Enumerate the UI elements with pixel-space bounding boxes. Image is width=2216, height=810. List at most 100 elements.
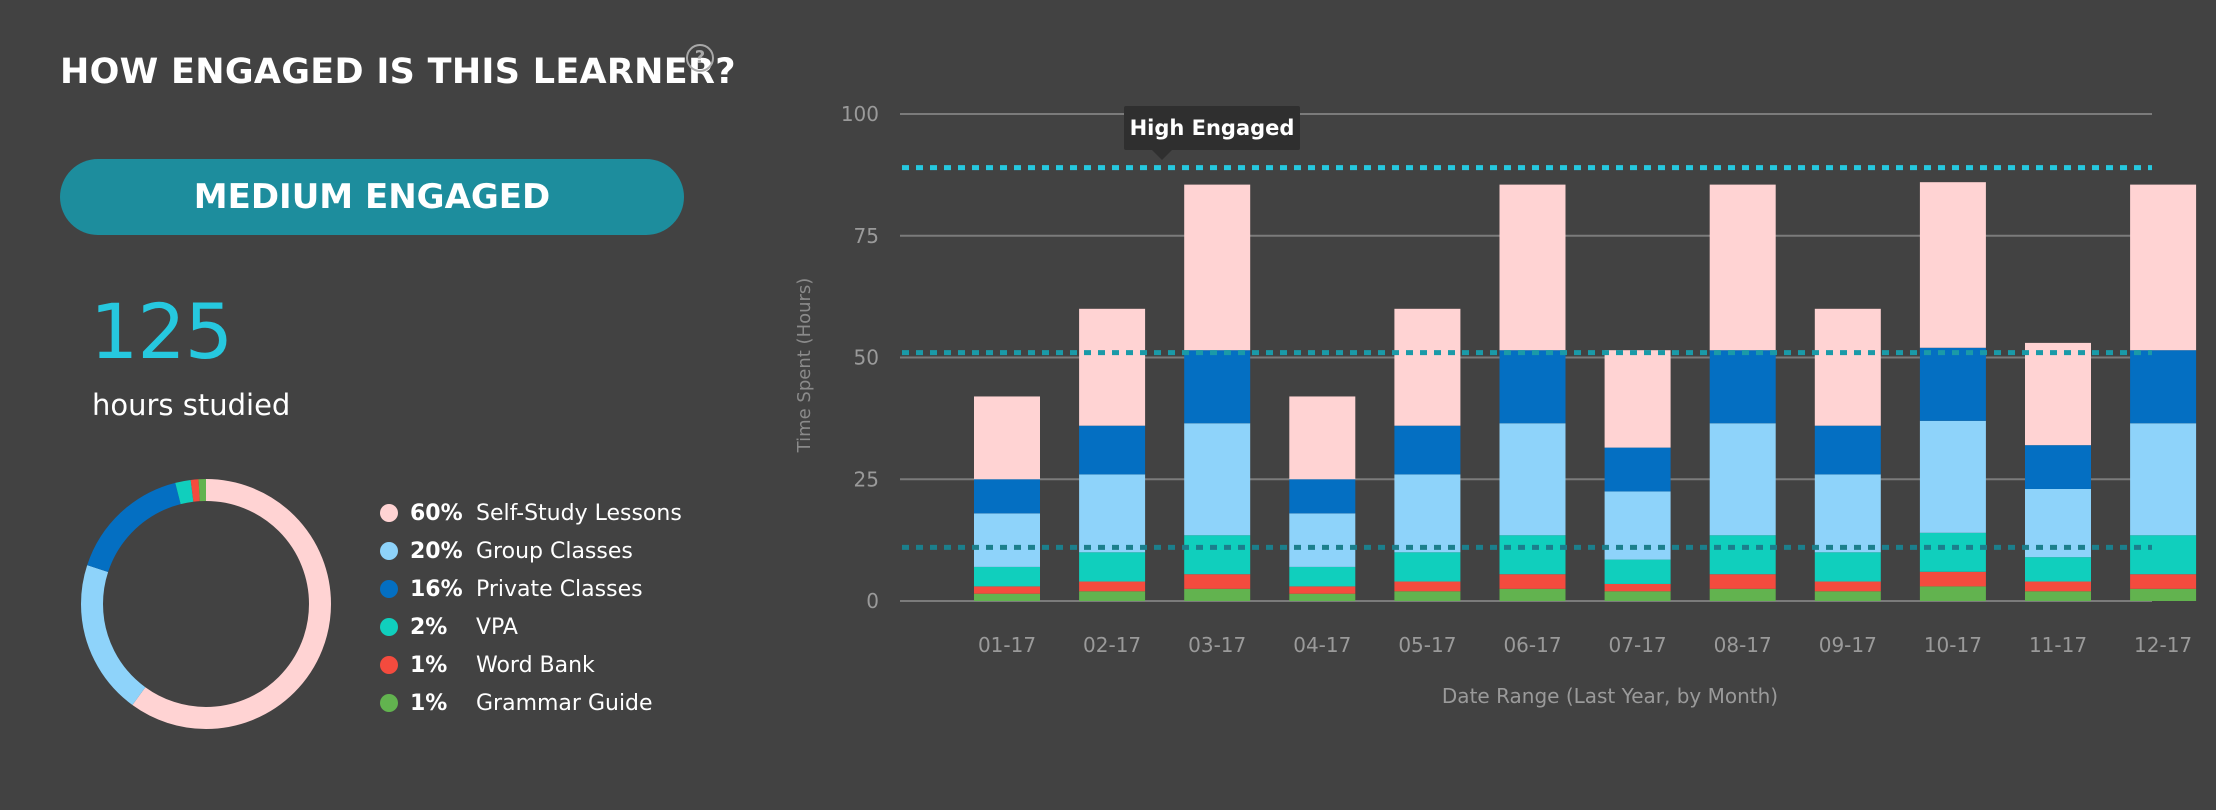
bar-segment bbox=[1919, 347, 1986, 421]
bar-segment bbox=[1814, 425, 1881, 475]
bar-segment bbox=[2130, 184, 2197, 351]
activity-breakdown-donut bbox=[81, 479, 331, 729]
legend-swatch bbox=[380, 656, 398, 674]
bar-segment bbox=[1394, 552, 1461, 582]
legend-item: 1% Grammar Guide bbox=[380, 684, 682, 722]
bar-segment bbox=[1709, 535, 1776, 575]
bar-segment bbox=[1499, 535, 1566, 575]
bar-segment bbox=[1604, 447, 1671, 492]
legend-label: Grammar Guide bbox=[476, 690, 653, 716]
bar-segment bbox=[1604, 350, 1671, 448]
bar-segment bbox=[1919, 420, 1986, 533]
bar-segment bbox=[1709, 574, 1776, 589]
bar-segment bbox=[1184, 535, 1251, 575]
legend-item: 2% VPA bbox=[380, 608, 682, 646]
x-tick-label: 12-17 bbox=[2134, 633, 2192, 657]
legend-label: Self-Study Lessons bbox=[476, 500, 682, 526]
bar-segment bbox=[2025, 581, 2091, 592]
legend-item: 60% Self-Study Lessons bbox=[380, 494, 682, 532]
bar-segment bbox=[1079, 425, 1146, 475]
legend-percent: 1% bbox=[410, 652, 448, 678]
x-tick-label: 04-17 bbox=[1293, 633, 1351, 657]
y-tick-label: 25 bbox=[854, 467, 879, 491]
bar-segment bbox=[1814, 581, 1881, 592]
tooltip-pointer bbox=[1152, 150, 1172, 160]
bar-segment bbox=[1289, 396, 1356, 480]
legend-percent: 20% bbox=[410, 538, 463, 564]
bar-segment bbox=[2025, 591, 2091, 601]
bar-segment bbox=[1499, 588, 1566, 601]
x-axis-title: Date Range (Last Year, by Month) bbox=[1442, 684, 1778, 708]
y-tick-label: 0 bbox=[866, 589, 879, 613]
bar-segment bbox=[974, 566, 1040, 587]
threshold-label: High Engaged bbox=[1130, 116, 1295, 140]
bar-segment bbox=[1184, 184, 1251, 351]
activity-legend: 60% Self-Study Lessons 20% Group Classes 1… bbox=[380, 494, 682, 722]
bar-segment bbox=[1184, 574, 1251, 589]
legend-label: Private Classes bbox=[476, 576, 643, 602]
bar-segment bbox=[1919, 182, 1986, 348]
bar-segment bbox=[1394, 425, 1461, 475]
legend-percent: 2% bbox=[410, 614, 448, 640]
hours-studied-label: hours studied bbox=[92, 388, 291, 422]
bar-segment bbox=[1919, 532, 1986, 572]
threshold-tooltip bbox=[1124, 106, 1300, 150]
x-tick-label: 11-17 bbox=[2029, 633, 2087, 657]
legend-item: 1% Word Bank bbox=[380, 646, 682, 684]
bar-segment bbox=[1079, 591, 1146, 601]
help-icon[interactable]: ? bbox=[686, 44, 714, 72]
legend-percent: 16% bbox=[410, 576, 463, 602]
bar-segment bbox=[2130, 535, 2197, 575]
legend-label: Word Bank bbox=[476, 652, 595, 678]
x-tick-label: 09-17 bbox=[1819, 633, 1877, 657]
bar-segment bbox=[1814, 308, 1881, 426]
bar-segment bbox=[2025, 445, 2091, 489]
bar-segment bbox=[974, 586, 1040, 594]
bar-segment bbox=[1604, 559, 1671, 584]
bar-segment bbox=[1394, 474, 1461, 553]
bar-segment bbox=[1709, 350, 1776, 424]
legend-swatch bbox=[380, 580, 398, 598]
bar-segment bbox=[1394, 581, 1461, 592]
legend-swatch bbox=[380, 504, 398, 522]
x-tick-label: 10-17 bbox=[1924, 633, 1982, 657]
donut-segment bbox=[81, 479, 331, 729]
legend-percent: 1% bbox=[410, 690, 448, 716]
bar-segment bbox=[1499, 423, 1566, 536]
legend-label: Group Classes bbox=[476, 538, 633, 564]
bar-segment bbox=[1919, 586, 1986, 601]
bar-segment bbox=[2025, 342, 2091, 446]
bar-segment bbox=[1289, 479, 1356, 514]
bar-segment bbox=[974, 479, 1040, 514]
legend-item: 16% Private Classes bbox=[380, 570, 682, 608]
x-tick-label: 07-17 bbox=[1609, 633, 1667, 657]
bar-segment bbox=[2025, 557, 2091, 582]
bar-segment bbox=[2130, 588, 2197, 601]
bar-segment bbox=[1814, 591, 1881, 601]
bar-segment bbox=[1289, 513, 1356, 567]
legend-swatch bbox=[380, 694, 398, 712]
x-tick-label: 06-17 bbox=[1503, 633, 1561, 657]
bar-segment bbox=[974, 513, 1040, 567]
bar-segment bbox=[1184, 588, 1251, 601]
bar-segment bbox=[2130, 423, 2197, 536]
page-title: HOW ENGAGED IS THIS LEARNER? bbox=[60, 52, 736, 92]
bar-segment bbox=[1499, 574, 1566, 589]
bar-segment bbox=[1079, 581, 1146, 592]
bar-segment bbox=[1709, 588, 1776, 601]
bar-segment bbox=[1184, 423, 1251, 536]
x-tick-label: 08-17 bbox=[1714, 633, 1772, 657]
bar-segment bbox=[1289, 566, 1356, 587]
bar-segment bbox=[1079, 308, 1146, 426]
x-tick-label: 02-17 bbox=[1083, 633, 1141, 657]
bar-segment bbox=[1814, 552, 1881, 582]
bar-segment bbox=[1499, 350, 1566, 424]
engagement-level-badge: MEDIUM ENGAGED bbox=[60, 159, 684, 235]
bar-segment bbox=[1184, 350, 1251, 424]
y-axis-title: Time Spent (Hours) bbox=[794, 278, 815, 454]
y-tick-label: 75 bbox=[854, 224, 879, 248]
bar-segment bbox=[1289, 586, 1356, 594]
bar-segment bbox=[1919, 571, 1986, 587]
x-tick-label: 03-17 bbox=[1188, 633, 1246, 657]
